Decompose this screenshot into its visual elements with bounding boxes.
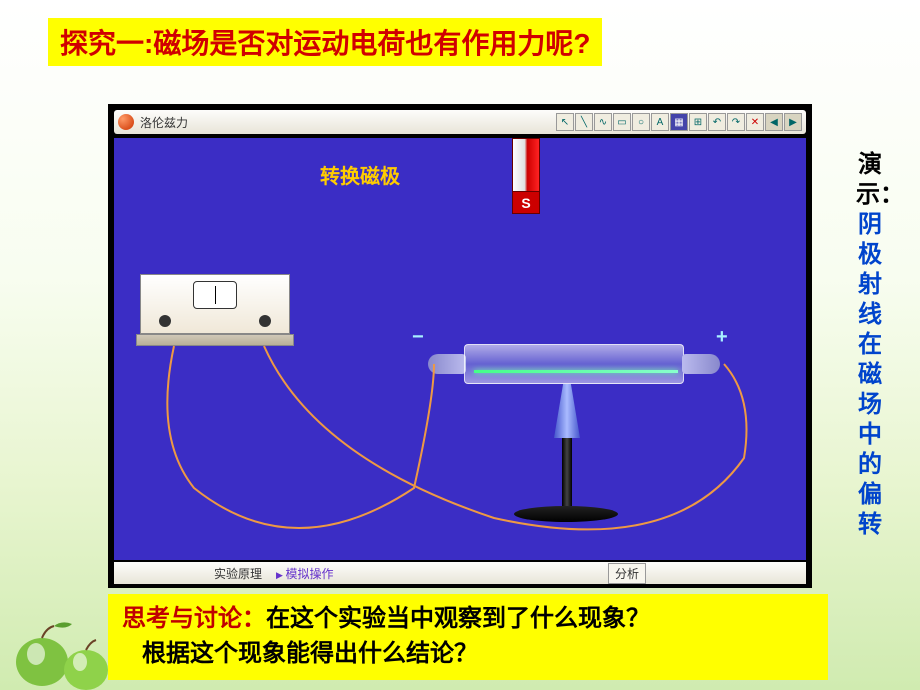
- tab-principle[interactable]: 实验原理: [214, 565, 262, 582]
- tool-undo-icon[interactable]: ↶: [708, 113, 726, 131]
- electrode-left: [428, 354, 466, 374]
- tool-rect-icon[interactable]: ▭: [613, 113, 631, 131]
- sim-titlebar: 洛伦兹力 ↖ ╲ ∿ ▭ ○ A ▦ ⊞ ↶ ↷ ✕ ◀ ▶: [114, 110, 806, 134]
- tool-redo-icon[interactable]: ↷: [727, 113, 745, 131]
- tool-line-icon[interactable]: ╲: [575, 113, 593, 131]
- apple-decoration-icon: [0, 600, 160, 690]
- sim-bottombar: 实验原理 模拟操作 分析: [114, 562, 806, 584]
- nav-prev-icon[interactable]: ◀: [765, 113, 783, 131]
- meter-icon: [193, 281, 237, 309]
- cathode-label: −: [412, 326, 424, 349]
- discussion-q1: 在这个实验当中观察到了什么现象？: [266, 605, 650, 632]
- inquiry-title: 探究一:磁场是否对运动电荷也有作用力呢?: [48, 18, 602, 66]
- power-supply-box: [140, 274, 290, 334]
- tube-stand: [550, 384, 618, 522]
- magnet-pole-label: S: [512, 192, 540, 214]
- magnet[interactable]: S: [512, 138, 540, 212]
- app-logo-icon: [118, 114, 134, 130]
- electrode-right: [682, 354, 720, 374]
- tube-glass: [464, 344, 684, 384]
- cathode-ray-tube[interactable]: [424, 344, 724, 384]
- app-title: 洛伦兹力: [140, 114, 188, 131]
- discussion-box: 思考与讨论：在这个实验当中观察到了什么现象？ 根据这个现象能得出什么结论？: [108, 594, 828, 680]
- tool-pointer-icon[interactable]: ↖: [556, 113, 574, 131]
- power-supply[interactable]: [140, 274, 290, 346]
- nav-next-icon[interactable]: ▶: [784, 113, 802, 131]
- knob-left[interactable]: [159, 315, 171, 327]
- tool-circle-icon[interactable]: ○: [632, 113, 650, 131]
- tool-text-icon[interactable]: A: [651, 113, 669, 131]
- simulation-window: 洛伦兹力 ↖ ╲ ∿ ▭ ○ A ▦ ⊞ ↶ ↷ ✕ ◀ ▶ 转换磁极 S: [108, 104, 812, 588]
- side-heading: 演示: [856, 151, 882, 208]
- discussion-q2: 根据这个现象能得出什么结论？: [142, 640, 478, 667]
- electron-beam: [474, 370, 678, 373]
- power-supply-base: [136, 334, 294, 346]
- magnet-body: [512, 138, 540, 192]
- knob-right[interactable]: [259, 315, 271, 327]
- tool-group-icon[interactable]: ⊞: [689, 113, 707, 131]
- tool-curve-icon[interactable]: ∿: [594, 113, 612, 131]
- side-body: 阴极射线在磁场中的偏转: [858, 211, 882, 538]
- toolbar: ↖ ╲ ∿ ▭ ○ A ▦ ⊞ ↶ ↷ ✕ ◀ ▶: [556, 113, 802, 131]
- side-caption: 演示： 阴极射线在磁场中的偏转: [856, 150, 884, 540]
- side-sep: ：: [880, 181, 904, 208]
- sim-canvas: 转换磁极 S − +: [114, 138, 806, 560]
- switch-pole-button[interactable]: 转换磁极: [320, 160, 400, 189]
- tab-simulate[interactable]: 模拟操作: [276, 565, 333, 582]
- tool-delete-icon[interactable]: ✕: [746, 113, 764, 131]
- tool-fill-icon[interactable]: ▦: [670, 113, 688, 131]
- analysis-button[interactable]: 分析: [608, 563, 646, 584]
